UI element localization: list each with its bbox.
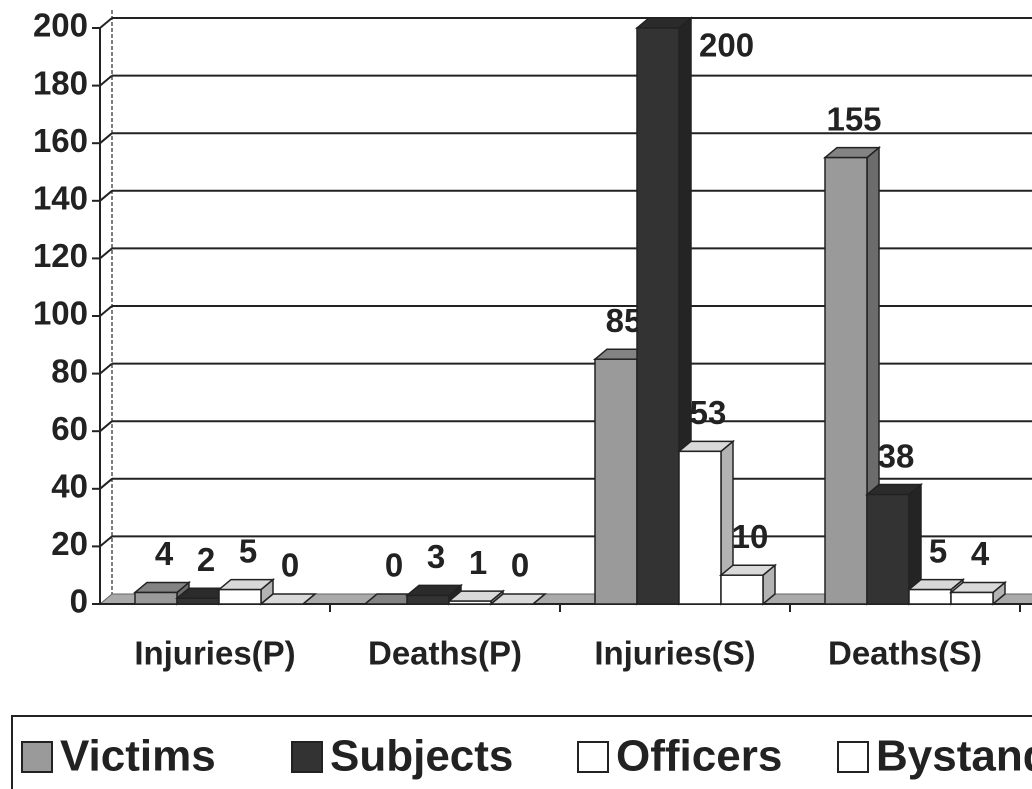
x-tick-label: Deaths(S) xyxy=(828,635,982,672)
data-label: 53 xyxy=(690,394,727,431)
bar xyxy=(258,593,318,605)
bar xyxy=(488,593,548,605)
data-label: 0 xyxy=(281,547,299,584)
legend-swatch xyxy=(837,741,869,773)
data-label: 0 xyxy=(511,547,529,584)
grid-line xyxy=(99,362,113,375)
bar-face xyxy=(134,591,178,605)
bar xyxy=(216,577,276,606)
data-label: 155 xyxy=(826,100,881,137)
y-tick-label: 200 xyxy=(33,7,88,44)
data-label: 4 xyxy=(155,535,174,572)
bar xyxy=(864,482,924,606)
bar xyxy=(634,16,694,606)
legend-swatch xyxy=(291,741,323,773)
bar-face xyxy=(448,600,492,605)
grid-line xyxy=(99,305,113,317)
legend-label: Subjects xyxy=(330,732,513,781)
bar-face xyxy=(720,574,764,605)
y-tick-label: 140 xyxy=(33,180,88,217)
grid-line xyxy=(99,132,113,144)
data-label: 5 xyxy=(239,532,257,569)
bar xyxy=(446,589,506,606)
y-tick-label: 160 xyxy=(33,122,88,159)
grid-line xyxy=(99,478,113,490)
bar-face xyxy=(678,450,722,605)
grid-line xyxy=(99,247,113,260)
bar-face xyxy=(218,588,262,605)
y-tick-label: 0 xyxy=(70,583,88,620)
data-label: 1 xyxy=(469,544,487,581)
grid-line xyxy=(99,535,113,548)
legend-swatch xyxy=(577,741,609,773)
x-tick-label: Injuries(S) xyxy=(594,635,755,672)
bar-face xyxy=(258,593,318,605)
x-tick-label: Injuries(P) xyxy=(134,635,295,672)
y-tick-label: 40 xyxy=(51,468,88,505)
x-tick-label: Deaths(P) xyxy=(368,635,522,672)
grid-line xyxy=(99,17,113,29)
data-label: 2 xyxy=(197,541,215,578)
y-tick-label: 20 xyxy=(51,525,88,562)
bar xyxy=(948,580,1008,606)
data-label: 4 xyxy=(971,535,990,572)
bar-face xyxy=(176,597,220,605)
grid-line xyxy=(99,190,113,202)
legend-label: Victims xyxy=(60,732,216,781)
data-label: 3 xyxy=(427,538,445,575)
bar-face xyxy=(866,493,910,605)
data-label: 38 xyxy=(878,437,915,474)
bar-face xyxy=(636,27,680,605)
data-label: 85 xyxy=(606,302,643,339)
bar-face xyxy=(488,593,548,605)
data-label: 10 xyxy=(732,518,769,555)
data-label: 0 xyxy=(385,547,403,584)
bar xyxy=(676,439,736,606)
bar xyxy=(718,563,778,606)
legend-label: Officers xyxy=(616,732,782,781)
y-tick-label: 100 xyxy=(33,295,88,332)
legend-swatch xyxy=(21,741,53,773)
bar-face xyxy=(950,591,994,605)
bar-face xyxy=(908,588,952,605)
grid-line xyxy=(99,74,113,87)
y-tick-label: 120 xyxy=(33,237,88,274)
bar-face xyxy=(406,594,450,605)
legend-label: Bystanders xyxy=(876,732,1032,781)
y-tick-label: 180 xyxy=(33,64,88,101)
bar-face xyxy=(824,156,868,605)
y-tick-label: 80 xyxy=(51,352,88,389)
bar-face xyxy=(594,358,638,605)
data-label: 200 xyxy=(699,27,754,64)
grid-line xyxy=(99,420,113,432)
y-tick-label: 60 xyxy=(51,410,88,447)
data-label: 5 xyxy=(929,532,947,569)
